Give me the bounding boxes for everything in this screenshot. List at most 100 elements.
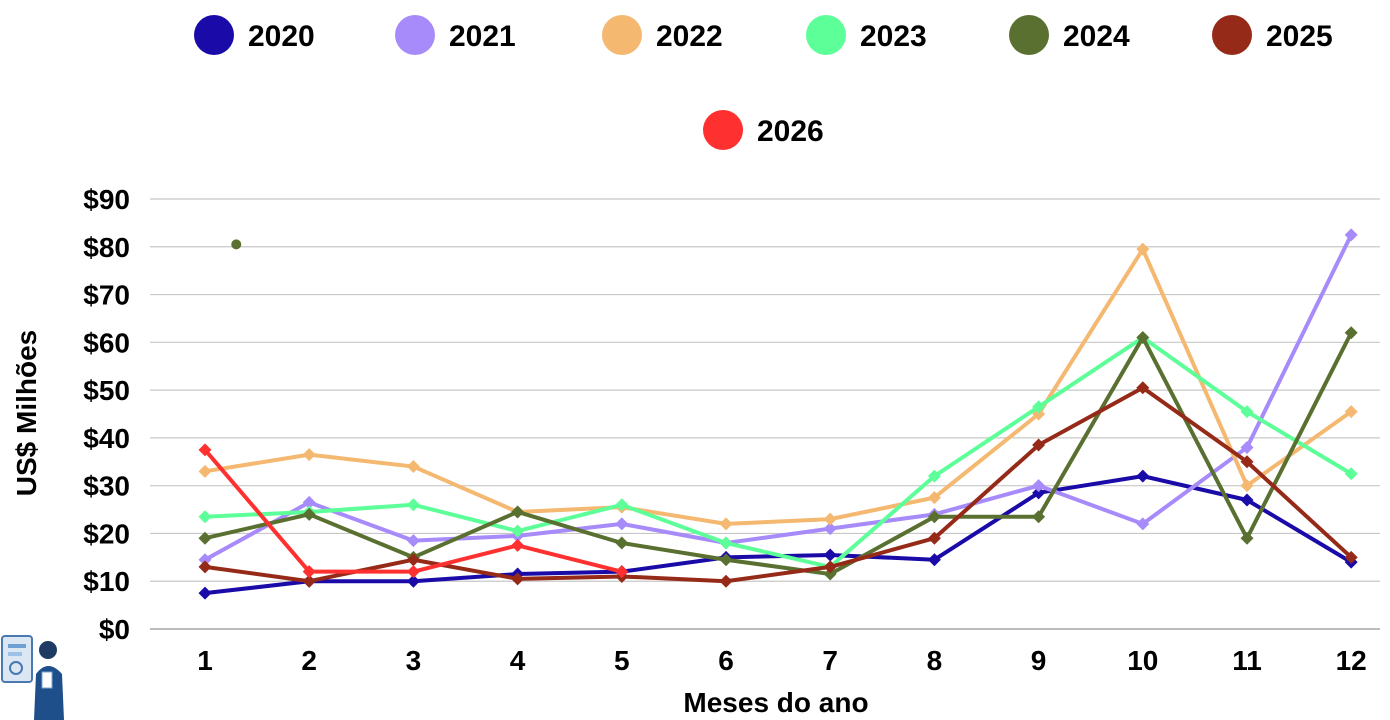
- x-tick-label: 3: [406, 645, 422, 676]
- legend-item-2021: 2021: [395, 15, 516, 55]
- legend-label: 2023: [860, 20, 927, 53]
- data-point: [823, 512, 837, 526]
- annotation-point: [231, 239, 242, 250]
- data-point: [406, 460, 420, 474]
- data-point: [823, 522, 837, 536]
- data-point: [406, 534, 420, 548]
- data-point: [511, 505, 525, 519]
- data-point: [1032, 510, 1046, 524]
- legend: 2020 2021 2022 2023 2024 2025 2026: [194, 15, 1333, 150]
- y-tick-label: $30: [83, 471, 130, 502]
- data-point: [1344, 326, 1358, 340]
- data-point: [198, 510, 212, 524]
- data-point: [1344, 550, 1358, 564]
- analyst-illustration: [1, 635, 64, 720]
- x-tick-label: 10: [1127, 645, 1158, 676]
- series-line-2022: [204, 247, 1353, 526]
- data-point: [1032, 400, 1046, 414]
- data-point: [406, 565, 420, 579]
- legend-swatch: [703, 110, 743, 150]
- y-tick-label: $60: [83, 327, 130, 358]
- data-point: [615, 498, 629, 512]
- legend-item-2024: 2024: [1009, 15, 1130, 55]
- series-2025: [198, 381, 1358, 588]
- data-point: [823, 567, 837, 581]
- y-axis-title: US$ Milhões: [11, 330, 42, 496]
- data-point: [719, 574, 733, 588]
- data-point: [302, 448, 316, 462]
- data-point: [302, 565, 316, 579]
- legend-item-2020: 2020: [194, 15, 315, 55]
- data-point: [1136, 331, 1150, 345]
- x-tick-label: 1: [197, 645, 213, 676]
- data-point: [302, 495, 316, 509]
- data-point: [719, 536, 733, 550]
- series-line-2021: [204, 233, 1353, 562]
- y-tick-label: $0: [99, 614, 130, 645]
- series-2021: [198, 228, 1358, 567]
- x-tick-label: 6: [718, 645, 734, 676]
- series-line-2023: [204, 335, 1353, 569]
- data-point: [615, 565, 629, 579]
- data-point: [198, 560, 212, 574]
- data-point: [1344, 228, 1358, 242]
- x-tick-label: 2: [301, 645, 317, 676]
- annotations: [231, 239, 242, 250]
- series-2022: [198, 242, 1358, 531]
- data-point: [511, 538, 525, 552]
- y-tick-label: $10: [83, 566, 130, 597]
- data-point: [511, 572, 525, 586]
- series-line-2024: [204, 331, 1353, 577]
- data-point: [1136, 517, 1150, 531]
- x-tick-label: 9: [1031, 645, 1047, 676]
- legend-label: 2026: [757, 115, 824, 148]
- data-point: [719, 553, 733, 567]
- x-tick-label: 11: [1232, 645, 1262, 676]
- data-point: [1136, 381, 1150, 395]
- x-tick-label: 8: [927, 645, 943, 676]
- y-tick-label: $80: [83, 232, 130, 263]
- data-point: [615, 536, 629, 550]
- legend-label: 2021: [449, 20, 516, 53]
- data-point: [1032, 479, 1046, 493]
- data-point: [198, 553, 212, 567]
- data-point: [1136, 242, 1150, 256]
- data-point: [1240, 531, 1254, 545]
- legend-swatch: [395, 15, 435, 55]
- data-point: [615, 517, 629, 531]
- data-point: [1240, 479, 1254, 493]
- data-point: [198, 586, 212, 600]
- y-tick-label: $90: [83, 184, 130, 215]
- data-point: [1240, 455, 1254, 469]
- data-point: [1240, 440, 1254, 454]
- x-axis-title: Meses do ano: [683, 687, 868, 718]
- legend-label: 2025: [1266, 20, 1333, 53]
- data-point: [823, 548, 837, 562]
- data-point: [927, 510, 941, 524]
- data-point: [406, 498, 420, 512]
- legend-label: 2024: [1063, 20, 1130, 53]
- data-point: [1032, 486, 1046, 500]
- legend-swatch: [602, 15, 642, 55]
- series-group: [198, 228, 1358, 600]
- series-2026: [198, 443, 629, 579]
- legend-swatch: [1212, 15, 1252, 55]
- data-point: [198, 443, 212, 457]
- x-tick-label: 5: [614, 645, 630, 676]
- data-point: [1344, 467, 1358, 481]
- legend-swatch: [194, 15, 234, 55]
- y-axis-ticks: $0 $10 $20 $30 $40 $50 $60 $70 $80 $90: [83, 184, 130, 645]
- data-point: [823, 560, 837, 574]
- y-tick-label: $20: [83, 518, 130, 549]
- data-point: [1032, 438, 1046, 452]
- data-point: [511, 524, 525, 538]
- data-point: [406, 553, 420, 567]
- data-point: [927, 531, 941, 545]
- data-point: [1240, 405, 1254, 419]
- legend-swatch: [806, 15, 846, 55]
- data-point: [927, 469, 941, 483]
- y-tick-label: $50: [83, 375, 130, 406]
- data-point: [302, 507, 316, 521]
- data-point: [406, 574, 420, 588]
- data-point: [198, 531, 212, 545]
